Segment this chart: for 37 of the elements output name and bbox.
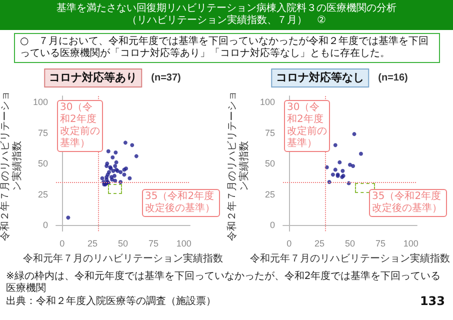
x-tick-label: 50 [118,238,128,249]
text: ○ ７月において、令和元年度では基準を下回っていなかったが令和２年度では基準を下回っている医療機関が「コロナ対応等あり」「コロナ対応等なし」ともに存在した。 [14,33,440,63]
x-tick-label: 0 [60,238,65,249]
x-axis-title: 令和元年７月のリハビリテーション実績指数 [23,252,223,264]
y-tick-label: 75 [264,128,275,138]
chart-subtitle: (n=37) [151,72,181,84]
x-tick-label: 75 [375,238,386,249]
source-note: 出典：令和２年度入院医療等の調査（施設票） [6,296,216,308]
callout-box: 30（令和2年度改定前の基準） [57,100,103,152]
x-tick-label: 0 [286,238,292,249]
x-tick-label: 100 [403,238,418,249]
y-tick-label: 75 [38,128,48,138]
callout-box: 35（令和2年度改定後の基準） [369,189,447,217]
callout-box: 35（令和2年度改定後の基準） [142,189,220,217]
x-tick-label: 100 [176,238,192,249]
x-tick-label: 25 [88,238,98,249]
y-tick-label: 0 [42,220,48,230]
text: 基準を満たさない回復期リハビリテーション病棟入院料３の医療機関の分析（リハビリテーション実績指数、７月） ② [56,3,398,27]
x-tick-label: 25 [314,238,325,249]
y-tick-label: 0 [270,220,275,230]
x-tick-label: 75 [148,238,158,249]
chart-subtitle: (n=16) [378,72,408,84]
chart-title: コロナ対応等なし [276,71,364,84]
x-axis-title: 令和元年７月のリハビリテーション実績指数 [250,252,450,264]
y-tick-label: 100 [32,97,48,108]
y-tick-label: 100 [260,97,275,108]
y-tick-label: 50 [264,158,275,169]
y-tick-label: 25 [264,189,275,200]
x-tick-label: 50 [344,238,356,249]
y-axis-title: 令和２年７月のリハビリテーション実績指数 [227,91,251,241]
y-tick-label: 25 [38,189,48,200]
y-tick-label: 50 [38,158,48,169]
callout-box: 30（令和2年度改定前の基準） [284,100,330,152]
text: ※緑の枠内は、令和元年度では基準を下回っていなかったが、令和2年度では基準を下回っている医療機関 [6,271,442,295]
y-axis-title: 令和２年７月のリハビリテーション実績指数 [0,91,24,241]
text: 133 [420,294,445,308]
chart-title: コロナ対応等あり [49,71,138,84]
